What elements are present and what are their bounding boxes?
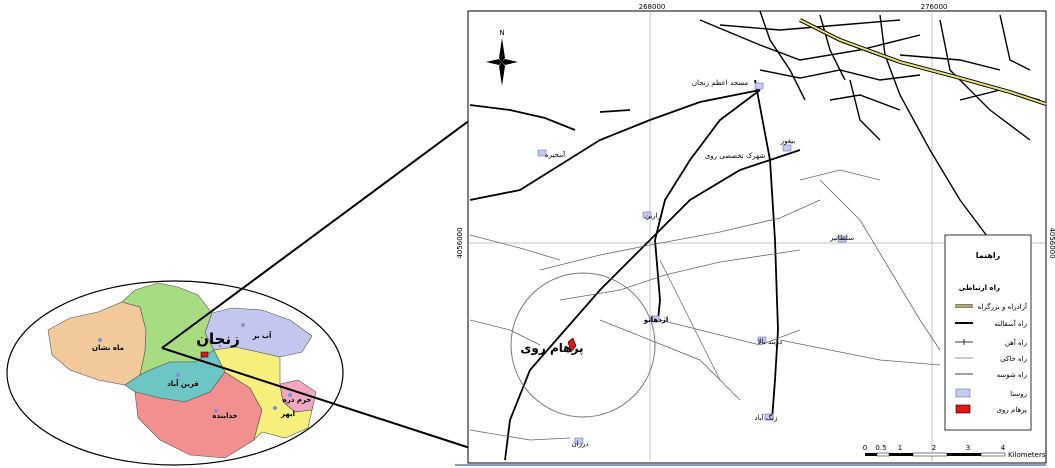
label-study-site: پرهام روی	[520, 341, 583, 356]
legend-label: راه شوسه	[997, 371, 1027, 379]
region-abbar[interactable]	[204, 307, 313, 358]
study-area-buffer	[510, 272, 656, 418]
grid-label-x2: 276000	[921, 3, 948, 11]
north-label: N	[499, 29, 504, 37]
village-icon	[574, 437, 584, 445]
connector-line-bottom	[161, 347, 471, 449]
scale-tick-label: 1	[898, 444, 902, 452]
label-rajin: رازین	[645, 212, 661, 220]
region-label-ghirin-abad: قرین آباد	[167, 379, 199, 388]
legend-label: آزادراه و بزرگراه	[978, 302, 1028, 311]
region-label-mahneshan: ماه نشان	[92, 344, 124, 352]
north-arrow-icon: N	[486, 29, 518, 86]
legend-label: پرهام روی	[997, 406, 1027, 414]
town-marker	[241, 323, 245, 327]
village-icon	[754, 82, 764, 90]
label-bebagh: بیغور	[780, 137, 795, 145]
main-map: 268000 276000 4056000 4056000 N	[455, 3, 1055, 466]
label-soltani: سلطانیر	[829, 234, 854, 242]
legend-box	[944, 234, 1032, 431]
village-icon	[837, 235, 847, 243]
scale-bar-segment	[980, 452, 1006, 457]
village-icon	[537, 149, 547, 157]
legend-symbol-village	[955, 388, 971, 398]
town-marker	[98, 338, 102, 342]
highway-line-fill	[799, 19, 1047, 105]
town-marker	[214, 409, 218, 413]
scale-bar: 0 0.5 1 2 3 4 Kilometers	[863, 444, 1046, 459]
connector-line-top	[161, 119, 471, 349]
study-area-marker	[200, 351, 209, 358]
town-marker	[176, 373, 180, 377]
region-label-abhar: ابهر	[280, 410, 295, 418]
scale-bar-segment	[889, 453, 913, 456]
city-road-network	[699, 10, 1041, 241]
scale-tick-label: 2	[932, 444, 936, 452]
grid-label-y-left: 4056000	[456, 227, 464, 258]
study-site-marker	[567, 337, 577, 353]
scale-tick-label: 0	[863, 444, 867, 452]
scale-bar-segment	[912, 452, 948, 457]
legend-label: راه آهن	[1005, 338, 1027, 347]
town-marker	[288, 393, 292, 397]
village-icon	[764, 413, 774, 421]
legend-symbol-site	[955, 404, 971, 414]
scale-bar-segment	[947, 453, 981, 456]
village-markers	[537, 82, 847, 445]
scale-tick-label: 0.5	[875, 444, 886, 452]
legend-label: راه خاکی	[1000, 355, 1027, 363]
legend-title: راهنما	[976, 251, 1001, 260]
village-icon	[757, 336, 767, 344]
label-ezhdahatoo: اژدهاتو	[643, 316, 669, 324]
label-dorzan: درزان	[572, 440, 589, 448]
region-label-abbar: آب بر	[252, 331, 272, 340]
scale-tick-label: 4	[1001, 444, 1006, 452]
legend-label: راه آسفالته	[994, 319, 1027, 328]
scale-tick-label: 3	[966, 444, 970, 452]
legend-label: روستا	[1010, 390, 1027, 398]
grid-label-y-right: 4056000	[1048, 227, 1055, 258]
label-zangabad: زنگ آباد	[755, 413, 778, 422]
region-label-khorramdarreh: خرم دره	[283, 396, 312, 404]
legend-section: راه ارتباطی	[959, 284, 1000, 292]
scale-unit-label: Kilometers	[1008, 451, 1046, 459]
label-darband-bala: دربند بالا	[758, 338, 783, 346]
region-abhar[interactable]	[213, 346, 313, 442]
village-icon	[650, 315, 660, 323]
scale-bar-segment	[865, 453, 877, 456]
region-label-khodabandeh: خدابنده	[212, 412, 237, 420]
town-marker	[273, 406, 277, 410]
label-grand-mosque: مسجد اعظم زنجان	[692, 79, 749, 87]
village-icon	[782, 144, 792, 152]
province-title: زنجان	[196, 330, 240, 348]
label-special-town: شهرک تخصصی روی	[705, 152, 765, 160]
village-icon	[642, 211, 652, 219]
asphalt-roads	[469, 79, 801, 461]
dirt-roads	[469, 169, 941, 441]
scale-bar-segment	[876, 452, 890, 457]
province-inset-map: ماه نشان زنجان آب بر قرین آباد خدابنده خ…	[6, 280, 344, 466]
label-anzabilah: آبنجیره	[545, 150, 566, 159]
grid-label-x1: 268000	[639, 3, 666, 11]
map-legend: راهنما راه ارتباطی آزادراه و بزرگراه راه…	[944, 234, 1032, 431]
